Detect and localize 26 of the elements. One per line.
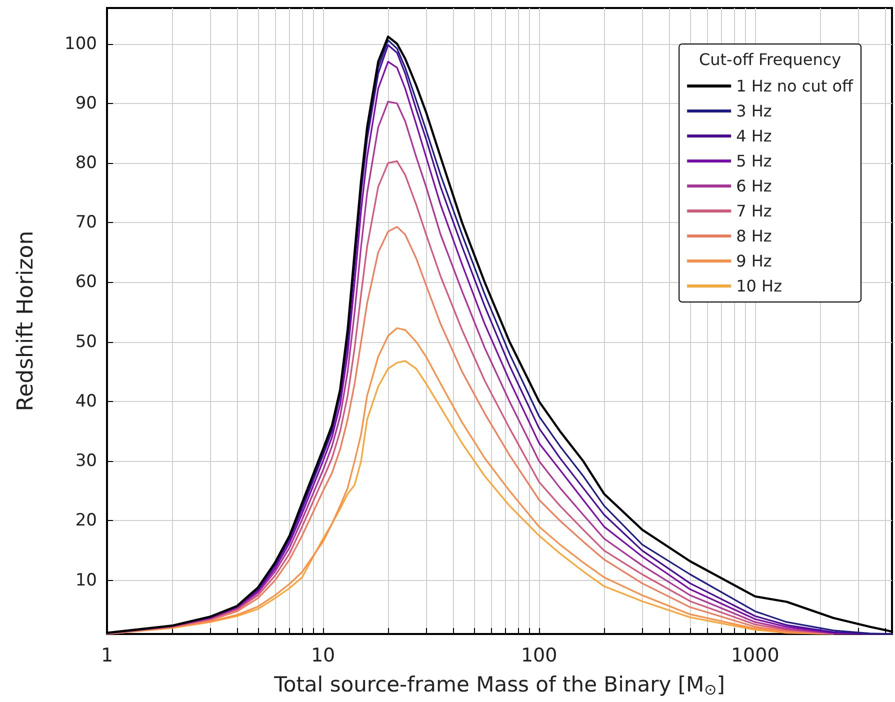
y-tick-label: 10 [75,570,97,590]
x-axis-title: Total source-frame Mass of the Binary [M⊙] [273,672,725,698]
y-tick-label: 90 [75,93,97,114]
legend-title: Cut-off Frequency [698,50,842,69]
legend-label: 6 Hz [736,176,772,196]
x-tick-label: 10 [310,644,336,666]
legend-label: 3 Hz [736,102,772,120]
legend-label: 7 Hz [736,202,772,220]
legend-label: 8 Hz [736,226,772,246]
x-tick-label: 100 [520,644,558,666]
y-tick-label: 100 [64,34,97,54]
legend-label: 1 Hz no cut off [736,76,854,96]
y-axis-title: Redshift Horizon [14,230,38,412]
y-tick-label: 80 [75,153,97,174]
legend-label: 4 Hz [736,126,772,146]
y-tick-label: 40 [75,391,97,412]
y-tick-label: 20 [75,510,97,531]
legend-label: 10 Hz [736,276,782,296]
y-tick-label: 30 [75,451,97,472]
y-tick-label: 50 [75,332,97,352]
x-tick-label: 1 [100,644,114,666]
legend-label: 5 Hz [736,152,772,170]
y-tick-label: 70 [75,212,97,233]
y-tick-label: 60 [75,272,97,292]
legend-label: 9 Hz [736,252,772,270]
x-tick-label: 1000 [730,644,780,666]
